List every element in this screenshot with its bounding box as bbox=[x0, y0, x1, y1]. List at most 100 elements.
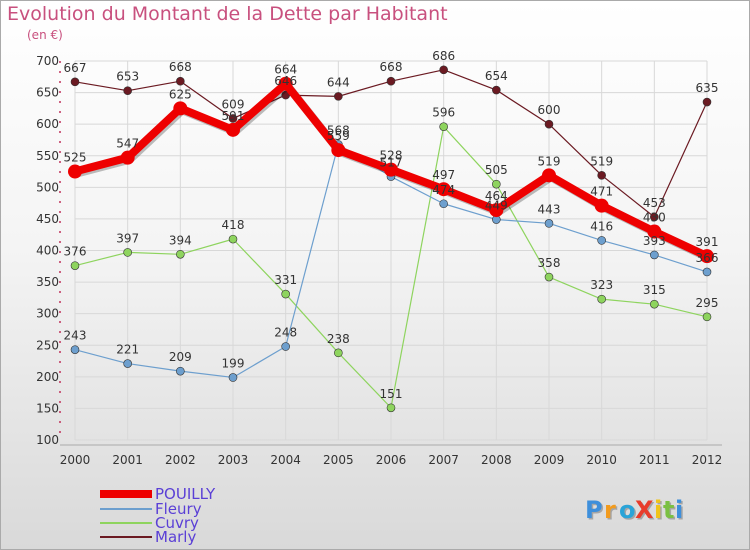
data-label-cuvry-2002: 394 bbox=[169, 233, 192, 247]
point-marly-2010 bbox=[597, 171, 606, 180]
point-pouilly-2003 bbox=[226, 122, 240, 137]
data-label-marly-2003: 609 bbox=[222, 97, 245, 111]
point-fleury-2009 bbox=[544, 219, 554, 228]
point-marly-2007 bbox=[439, 65, 448, 75]
y-tick-label-700: 700 bbox=[36, 54, 59, 68]
y-tick-label-350: 350 bbox=[36, 275, 59, 289]
point-fleury-2004 bbox=[281, 342, 290, 351]
logo-letter-2: o bbox=[619, 496, 636, 524]
point-pouilly-2005 bbox=[331, 143, 346, 158]
data-label-pouilly-2005: 559 bbox=[327, 129, 350, 143]
data-label-fleury-2007: 474 bbox=[432, 183, 455, 197]
x-tick-label-2000: 2000 bbox=[60, 453, 91, 467]
x-tick-label-2010: 2010 bbox=[586, 453, 617, 467]
logo-letter-5: t bbox=[663, 496, 674, 524]
y-tick-label-100: 100 bbox=[36, 433, 59, 447]
data-label-cuvry-2005: 238 bbox=[327, 332, 350, 346]
axis-layer: 100 150 200 250 300 350 400 450 500 550 600 650 700 2… bbox=[36, 54, 722, 467]
y-tick-label-300: 300 bbox=[36, 307, 59, 321]
logo-letter-1: r bbox=[604, 496, 616, 524]
point-marly-2012 bbox=[702, 97, 712, 107]
data-label-marly-2006: 668 bbox=[380, 60, 403, 74]
data-label-fleury-2012: 366 bbox=[696, 251, 719, 265]
point-marly-2005 bbox=[334, 92, 343, 101]
point-fleury-2011 bbox=[650, 250, 659, 260]
point-fleury-2002 bbox=[176, 366, 185, 376]
data-label-pouilly-2012: 391 bbox=[696, 235, 719, 249]
logo-shadow-letter-1: r bbox=[606, 498, 618, 526]
point-pouilly-2000 bbox=[68, 164, 82, 179]
logo-shadow-letter-0: P bbox=[587, 498, 605, 526]
data-label-marly-2008: 654 bbox=[485, 69, 508, 83]
x-tick-label-2008: 2008 bbox=[481, 453, 512, 467]
data-label-pouilly-2009: 519 bbox=[538, 154, 561, 168]
y-tick-label-550: 550 bbox=[36, 149, 59, 163]
point-cuvry-2003 bbox=[228, 234, 238, 244]
logo-shadow-letter-6: i bbox=[677, 498, 685, 526]
data-label-pouilly-2006: 528 bbox=[380, 149, 403, 163]
point-cuvry-2008 bbox=[492, 179, 501, 189]
legend-label-cuvry: Cuvry bbox=[155, 514, 199, 532]
point-pouilly-2001 bbox=[120, 150, 135, 165]
point-cuvry-2004 bbox=[281, 289, 290, 299]
chart-title: Evolution du Montant de la Dette par Hab… bbox=[7, 3, 448, 25]
data-label-pouilly-2004: 664 bbox=[274, 63, 297, 77]
data-label-cuvry-2010: 323 bbox=[590, 278, 613, 292]
data-label-cuvry-2006: 151 bbox=[380, 387, 403, 401]
data-label-fleury-2000: 243 bbox=[64, 329, 87, 343]
data-label-cuvry-2004: 331 bbox=[274, 273, 297, 287]
data-label-pouilly-2001: 547 bbox=[116, 137, 139, 151]
data-label-fleury-2006: 517 bbox=[380, 156, 403, 170]
series-layer bbox=[68, 65, 714, 413]
point-fleury-2010 bbox=[597, 236, 606, 245]
chart-subtitle: (en €) bbox=[27, 28, 63, 42]
logo-shadow-letter-4: i bbox=[656, 498, 664, 526]
point-marly-2001 bbox=[123, 86, 132, 95]
point-cuvry-2011 bbox=[650, 299, 659, 309]
point-pouilly-2012 bbox=[700, 249, 714, 264]
y-tick-label-450: 450 bbox=[36, 212, 59, 226]
point-fleury-2003 bbox=[228, 373, 238, 382]
logo-letter-0: P bbox=[585, 496, 603, 524]
y-tick-label-500: 500 bbox=[36, 180, 59, 194]
legend: POUILLY Fleury Cuvry Marly bbox=[100, 485, 216, 546]
point-fleury-2000 bbox=[70, 345, 80, 354]
data-label-marly-2005: 644 bbox=[327, 75, 350, 89]
data-label-pouilly-2003: 591 bbox=[222, 109, 245, 123]
data-label-cuvry-2012: 295 bbox=[696, 296, 719, 310]
y-tick-label-400: 400 bbox=[36, 244, 59, 258]
x-tick-label-2012: 2012 bbox=[692, 453, 723, 467]
x-tick-label-2004: 2004 bbox=[270, 453, 301, 467]
logo-shadow-letter-2: o bbox=[621, 498, 638, 526]
data-label-fleury-2004: 248 bbox=[274, 326, 297, 340]
point-pouilly-2008 bbox=[489, 203, 504, 218]
data-label-fleury-2003: 199 bbox=[222, 356, 245, 370]
logo-shadow-letter-3: X bbox=[637, 498, 656, 526]
data-label-fleury-2005: 568 bbox=[327, 123, 350, 137]
x-tick-label-2002: 2002 bbox=[165, 453, 196, 467]
point-pouilly-2011 bbox=[647, 224, 662, 239]
legend-label-pouilly: POUILLY bbox=[155, 485, 216, 503]
data-label-marly-2001: 653 bbox=[116, 70, 139, 84]
point-cuvry-2010 bbox=[597, 294, 606, 304]
data-label-cuvry-2007: 596 bbox=[432, 106, 455, 120]
legend-label-marly: Marly bbox=[155, 528, 196, 546]
data-label-pouilly-2011: 430 bbox=[643, 211, 666, 225]
y-tick-label-600: 600 bbox=[36, 117, 59, 131]
data-label-marly-2004: 646 bbox=[274, 74, 297, 88]
data-label-pouilly-2008: 464 bbox=[485, 189, 508, 203]
point-fleury-2007 bbox=[439, 199, 448, 209]
y-tick-label-250: 250 bbox=[36, 338, 59, 352]
data-label-marly-2010: 519 bbox=[590, 154, 613, 168]
point-fleury-2001 bbox=[123, 359, 132, 368]
point-marly-2003 bbox=[228, 114, 238, 123]
logo-letter-4: i bbox=[654, 496, 662, 524]
point-marly-2011 bbox=[650, 212, 659, 222]
point-cuvry-2006 bbox=[386, 403, 396, 413]
data-label-cuvry-2008: 505 bbox=[485, 163, 508, 177]
x-tick-label-2009: 2009 bbox=[534, 453, 565, 467]
data-label-fleury-2011: 393 bbox=[643, 234, 666, 248]
data-label-marly-2012: 635 bbox=[696, 81, 719, 95]
data-label-cuvry-2001: 397 bbox=[116, 231, 139, 245]
